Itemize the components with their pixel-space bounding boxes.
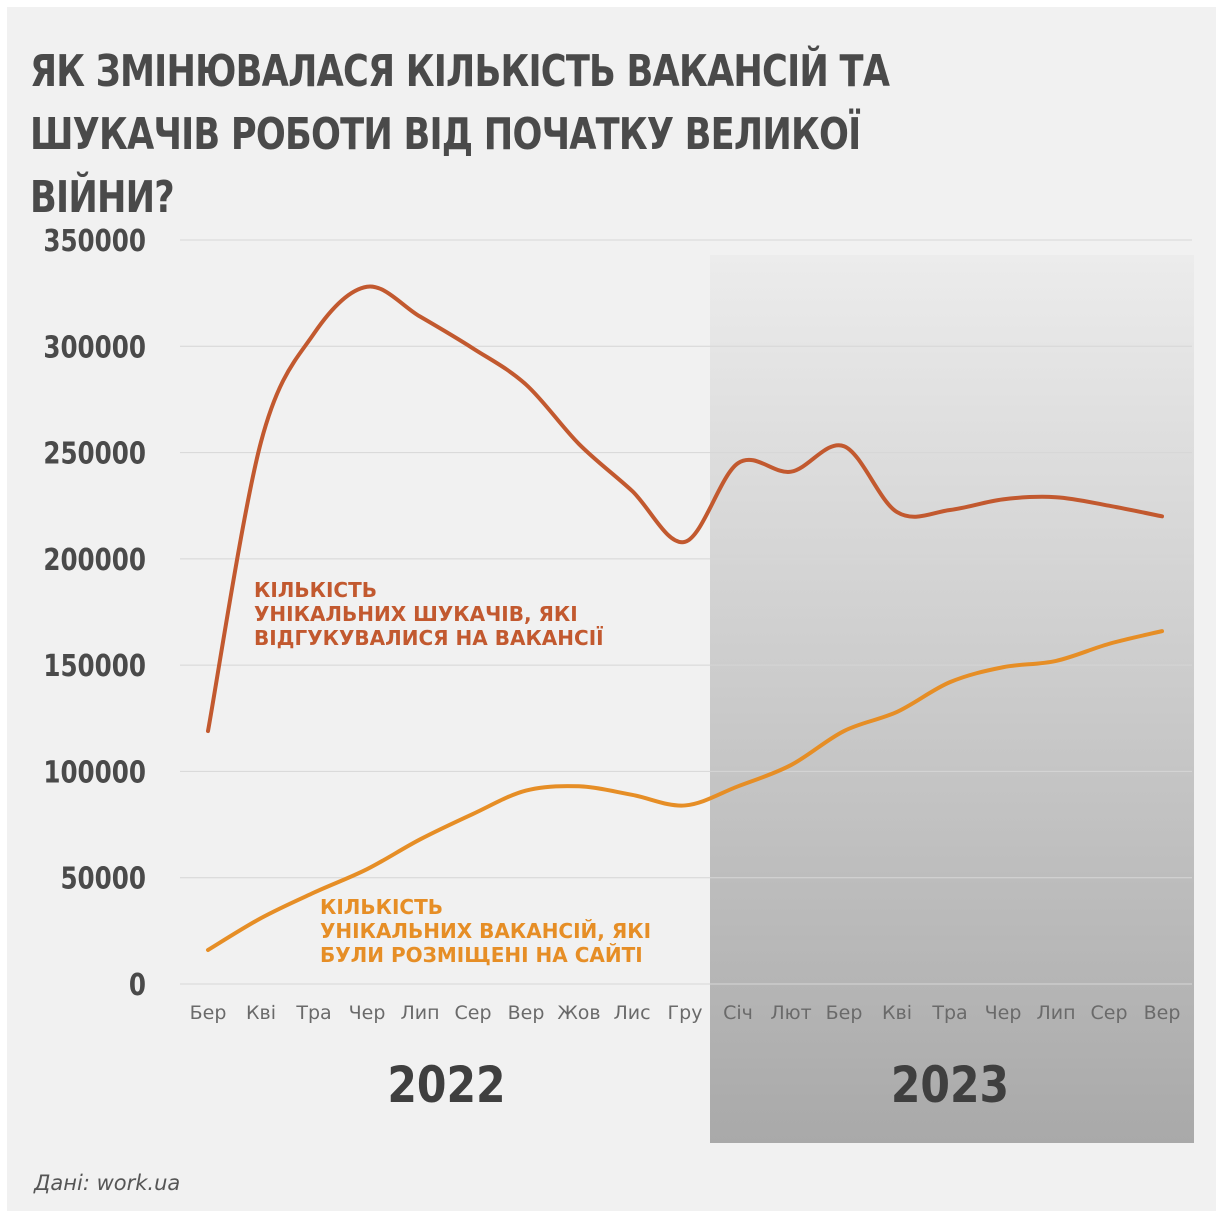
x-tick-label: Тра: [295, 1002, 331, 1024]
y-axis-ticks: 0 50000 100000 150000 200000 250000 300000 3500…: [43, 225, 146, 1003]
series-line: [206, 629, 1164, 952]
series-label: КІЛЬКІСТЬ: [320, 895, 443, 919]
y-tick-label: 100000: [43, 756, 146, 790]
x-tick-label: Січ: [723, 1002, 753, 1024]
y-tick-label: 250000: [43, 437, 146, 471]
year-label: 2023: [891, 1056, 1009, 1114]
x-tick-label: Бер: [190, 1002, 227, 1024]
x-tick-label: Сер: [1090, 1002, 1127, 1024]
x-tick-label: Тра: [931, 1002, 967, 1024]
x-tick-label: Гру: [668, 1002, 703, 1024]
chart-title: ЯК ЗМІНЮВАЛАСЯ КІЛЬКІСТЬ ВАКАНСІЙ ТА ШУК…: [30, 46, 890, 223]
year-2023-shade: [710, 255, 1194, 1143]
x-axis-ticks: Бер Кві Тра Чер Лип Сер Вер Жов Лис Гру Січ Лют Бер К…: [190, 1002, 1181, 1024]
y-tick-label: 50000: [60, 862, 146, 896]
y-tick-label: 200000: [43, 544, 146, 578]
series-label: ВІДГУКУВАЛИСЯ НА ВАКАНСІЇ: [254, 626, 604, 650]
data-source: Дані: work.ua: [34, 1171, 181, 1195]
y-tick-label: 300000: [43, 331, 146, 365]
x-tick-label: Лип: [1036, 1002, 1075, 1024]
y-tick-label: 150000: [43, 650, 146, 684]
y-tick-label: 0: [129, 969, 146, 1003]
x-tick-label: Чер: [349, 1002, 386, 1024]
x-tick-label: Чер: [985, 1002, 1022, 1024]
x-tick-label: Лип: [400, 1002, 439, 1024]
x-tick-label: Жов: [557, 1002, 600, 1024]
x-tick-label: Кві: [882, 1002, 912, 1024]
x-tick-label: Лют: [770, 1002, 811, 1024]
x-tick-label: Вер: [508, 1002, 545, 1024]
series-lines: [206, 284, 1164, 952]
year-labels: 2022 2023: [387, 1056, 1009, 1114]
series-label: УНІКАЛЬНИХ ШУКАЧІВ, ЯКІ: [254, 602, 578, 626]
y-tick-label: 350000: [43, 225, 146, 259]
x-tick-label: Кві: [246, 1002, 276, 1024]
series-label: БУЛИ РОЗМІЩЕНІ НА САЙТІ: [320, 943, 643, 967]
x-tick-label: Лис: [613, 1002, 650, 1024]
x-tick-label: Вер: [1144, 1002, 1181, 1024]
year-label: 2022: [387, 1056, 505, 1114]
series-line: [206, 284, 1164, 734]
x-tick-label: Сер: [454, 1002, 491, 1024]
series-label: КІЛЬКІСТЬ: [254, 578, 377, 602]
x-tick-label: Бер: [826, 1002, 863, 1024]
series-label: УНІКАЛЬНИХ ВАКАНСІЙ, ЯКІ: [320, 919, 651, 943]
